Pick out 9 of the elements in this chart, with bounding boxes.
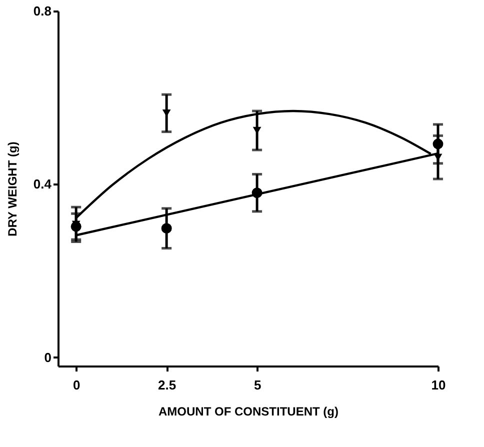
x-tick-label: 10 <box>431 378 446 392</box>
x-tick-label: 0 <box>72 378 80 392</box>
y-axis-title: DRY WEIGHT (g) <box>5 142 20 236</box>
y-tick-label: 0.8 <box>33 4 52 18</box>
y-tick-label: 0 <box>44 350 52 365</box>
x-axis-title: AMOUNT OF CONSTITUENT (g) <box>158 404 338 418</box>
y-tick-label: 0.4 <box>33 176 52 192</box>
x-tick-label: 5 <box>254 378 262 392</box>
x-tick-label: 2.5 <box>158 378 176 392</box>
